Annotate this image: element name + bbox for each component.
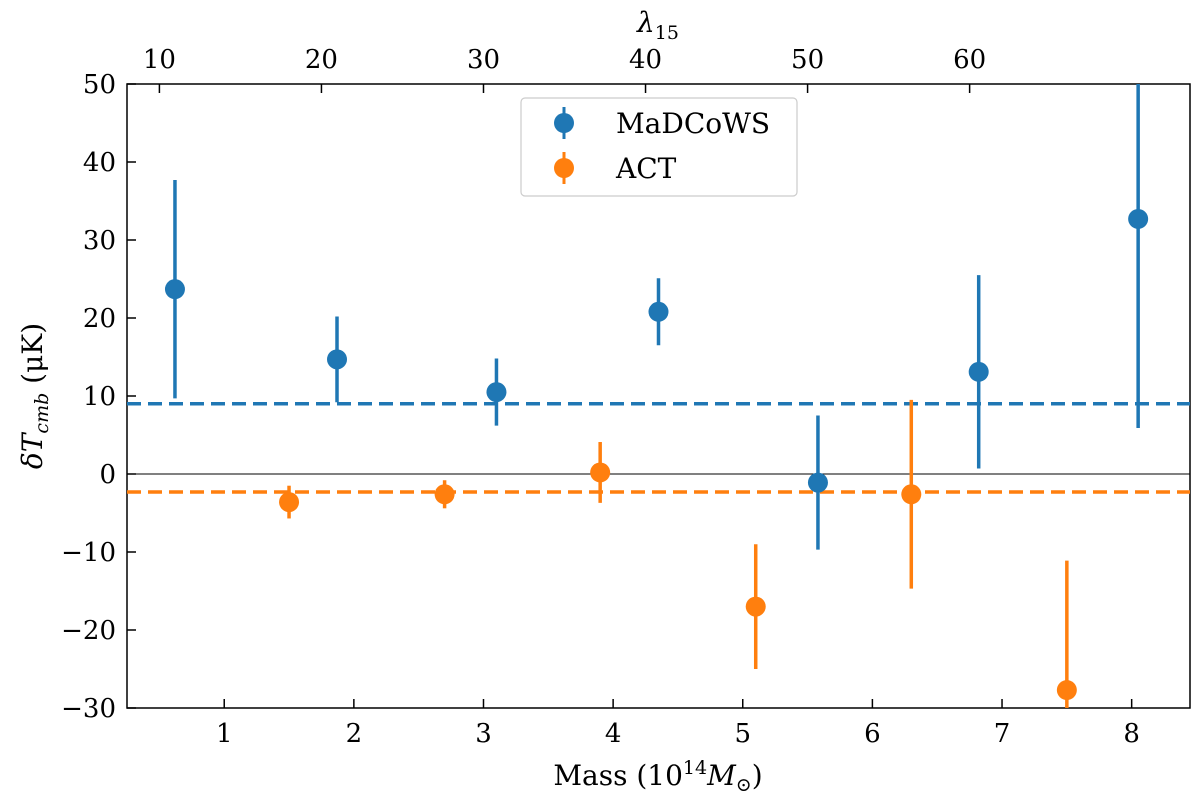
- series-act: [279, 399, 1077, 708]
- legend-label-act: ACT: [615, 152, 677, 185]
- legend-item-madcows: MaDCoWS: [554, 107, 770, 140]
- y-tick-label: −30: [61, 694, 116, 724]
- data-point: [648, 301, 669, 322]
- data-point: [279, 492, 300, 513]
- legend-label-madcows: MaDCoWS: [616, 107, 770, 140]
- top-tick-label: 50: [791, 45, 824, 75]
- y-axis-label: δTcmb (μK): [16, 323, 53, 469]
- y-tick-label: 10: [83, 382, 116, 412]
- legend-marker: [554, 113, 574, 133]
- data-point: [807, 472, 828, 493]
- data-point: [1056, 680, 1077, 701]
- y-tick-label: −10: [61, 538, 116, 568]
- x-tick-label: 6: [864, 719, 881, 749]
- y-tick-label: 40: [83, 148, 116, 178]
- x-tick-label: 5: [734, 719, 751, 749]
- legend-box: [520, 97, 798, 197]
- y-axis: −30 −20 −10 0 10 20 30 40 50: [61, 70, 136, 724]
- y-tick-label: 30: [83, 226, 116, 256]
- top-tick-label: 30: [467, 45, 500, 75]
- x-axis: 1 2 3 4 5 6 7 8: [216, 699, 1140, 749]
- x-tick-label: 3: [475, 719, 492, 749]
- top-axis: 10 20 30 40 50 60: [143, 45, 986, 93]
- legend-marker: [554, 158, 574, 178]
- y-tick-label: −20: [61, 616, 116, 646]
- legend-item-act: ACT: [554, 152, 677, 185]
- data-point: [968, 361, 989, 382]
- legend: MaDCoWS ACT: [520, 97, 798, 197]
- data-point: [327, 349, 348, 370]
- data-point: [434, 484, 455, 505]
- x-tick-label: 4: [605, 719, 622, 749]
- data-point: [164, 279, 185, 300]
- x-tick-label: 2: [346, 719, 363, 749]
- y-tick-label: 20: [83, 304, 116, 334]
- y-tick-label: 0: [99, 460, 116, 490]
- x-tick-label: 7: [994, 719, 1011, 749]
- x-axis-label: Mass (1014M⊙): [553, 757, 762, 795]
- series-layer: [164, 84, 1149, 708]
- data-point: [901, 484, 922, 505]
- series-madcows: [164, 84, 1149, 550]
- data-point: [1128, 208, 1149, 229]
- data-point: [486, 382, 507, 403]
- top-axis-label: λ15: [636, 6, 679, 44]
- data-point: [745, 596, 766, 617]
- x-tick-label: 8: [1123, 719, 1140, 749]
- x-tick-label: 1: [216, 719, 233, 749]
- y-tick-label: 50: [83, 70, 116, 100]
- top-tick-label: 40: [629, 45, 662, 75]
- data-point: [590, 462, 611, 483]
- top-tick-label: 10: [143, 45, 176, 75]
- mean-lines: [127, 402, 1190, 494]
- top-tick-label: 60: [953, 45, 986, 75]
- top-tick-label: 20: [305, 45, 338, 75]
